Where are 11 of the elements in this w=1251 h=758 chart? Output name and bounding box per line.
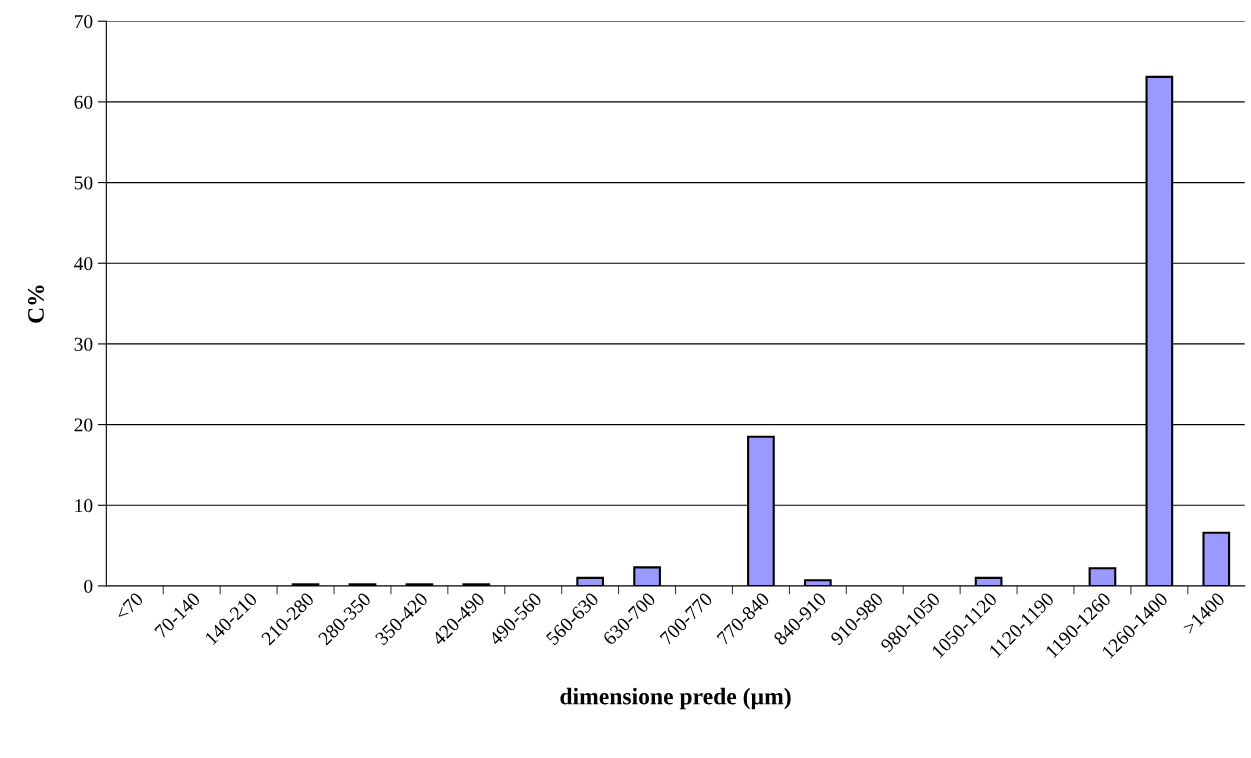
x-axis-title: dimensione prede (µm) <box>560 687 791 710</box>
y-tick-label: 50 <box>74 176 93 190</box>
x-tick-label: <70 <box>114 591 144 622</box>
y-tick-label: 60 <box>74 95 93 109</box>
y-tick-label: 70 <box>74 15 93 29</box>
y-tick-label: 0 <box>84 579 93 593</box>
y-axis-title: C% <box>27 285 44 323</box>
y-tick-label: 30 <box>74 337 93 351</box>
y-tick-label: 20 <box>74 418 93 432</box>
y-tick-label: 40 <box>74 257 93 271</box>
y-tick-label: 10 <box>75 499 93 513</box>
